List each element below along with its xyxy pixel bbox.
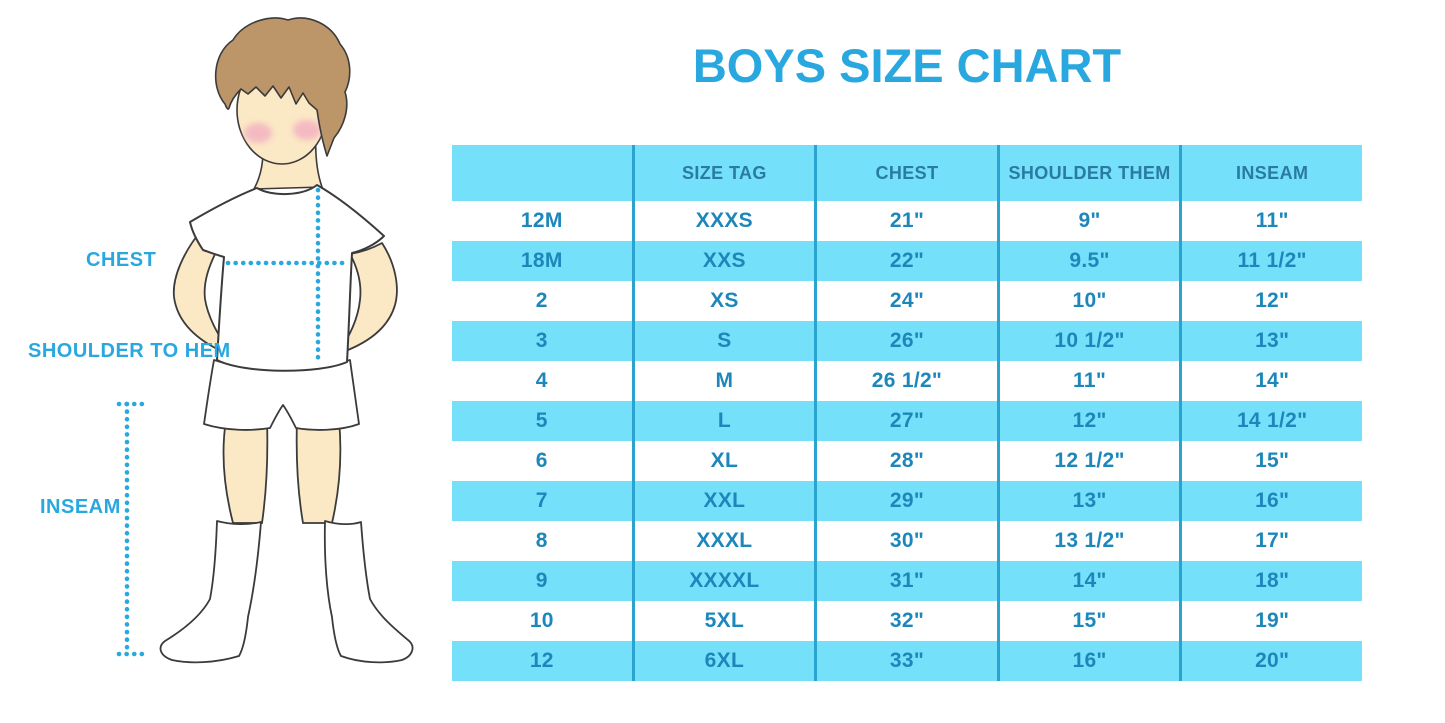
cell-size: 2 — [535, 289, 548, 312]
cell-chest: 31" — [814, 561, 997, 601]
cell-chest: 33" — [814, 641, 997, 681]
boy-hair — [214, 17, 351, 157]
boy-right-sock — [323, 520, 414, 664]
cell-size: 18M — [520, 249, 563, 272]
cell-shoulder-hem: 9" — [996, 201, 1180, 241]
cell-inseam: 17" — [1179, 521, 1362, 561]
column-header-chest: CHEST — [814, 145, 997, 201]
column-header-shoulder-hem: SHOULDER THEM — [996, 145, 1180, 201]
cell-size-tag: XXXL — [631, 521, 815, 561]
cell-chest: 29" — [814, 481, 997, 521]
table-row: 2 XS 24" 10" 12" — [452, 281, 1362, 321]
cell-shoulder-hem: 9.5" — [996, 241, 1180, 281]
cell-shoulder-hem: 15" — [996, 601, 1180, 641]
size-table: SIZE TAG CHEST SHOULDER THEM INSEAM 12M … — [452, 145, 1362, 681]
table-row: 9 XXXXL 31" 14" 18" — [452, 561, 1362, 601]
cell-inseam: 18" — [1179, 561, 1362, 601]
cell-size: 12M — [520, 209, 563, 232]
cell-inseam: 13" — [1179, 321, 1362, 361]
cell-size: 12 — [529, 649, 554, 672]
table-row: 12 6XL 33" 16" 20" — [452, 641, 1362, 681]
table-row: 4 M 26 1/2" 11" 14" — [452, 361, 1362, 401]
inseam-label: INSEAM — [40, 496, 121, 518]
cell-size-tag: S — [631, 321, 815, 361]
cell-size-tag: XS — [631, 281, 815, 321]
cell-size: 6 — [535, 449, 548, 472]
boy-figure-illustration — [116, 17, 414, 664]
cell-chest: 26 1/2" — [814, 361, 997, 401]
table-row: 6 XL 28" 12 1/2" 15" — [452, 441, 1362, 481]
column-header-inseam: INSEAM — [1179, 145, 1362, 201]
table-row: 5 L 27" 12" 14 1/2" — [452, 401, 1362, 441]
cell-chest: 26" — [814, 321, 997, 361]
cell-shoulder-hem: 10" — [996, 281, 1180, 321]
table-row: 7 XXL 29" 13" 16" — [452, 481, 1362, 521]
cell-inseam: 19" — [1179, 601, 1362, 641]
cell-size: 4 — [535, 369, 548, 392]
cell-size: 3 — [535, 329, 548, 352]
cell-shoulder-hem: 13 1/2" — [996, 521, 1180, 561]
cell-shoulder-hem: 16" — [996, 641, 1180, 681]
cell-size-tag: 5XL — [631, 601, 815, 641]
boy-right-leg — [295, 419, 342, 524]
cell-chest: 27" — [814, 401, 997, 441]
cell-size-tag: XXXS — [631, 201, 815, 241]
shoulder-to-hem-label: SHOULDER TO HEM — [28, 340, 231, 362]
cell-chest: 22" — [814, 241, 997, 281]
cell-inseam: 12" — [1179, 281, 1362, 321]
cell-chest: 28" — [814, 441, 997, 481]
table-row: 3 S 26" 10 1/2" 13" — [452, 321, 1362, 361]
boy-shirt — [189, 184, 385, 372]
cell-inseam: 14 1/2" — [1179, 401, 1362, 441]
cell-chest: 30" — [814, 521, 997, 561]
cell-size: 5 — [535, 409, 548, 432]
cell-shoulder-hem: 14" — [996, 561, 1180, 601]
boy-left-leg — [222, 419, 269, 524]
cell-shoulder-hem: 11" — [996, 361, 1180, 401]
cell-shoulder-hem: 12" — [996, 401, 1180, 441]
cell-inseam: 14" — [1179, 361, 1362, 401]
cell-chest: 21" — [814, 201, 997, 241]
boy-shorts — [203, 359, 360, 431]
boy-blush-right — [293, 120, 321, 140]
column-header-size — [452, 145, 632, 201]
cell-size-tag: XL — [631, 441, 815, 481]
cell-chest: 24" — [814, 281, 997, 321]
cell-size-tag: 6XL — [631, 641, 815, 681]
cell-size-tag: XXS — [631, 241, 815, 281]
cell-inseam: 15" — [1179, 441, 1362, 481]
cell-size: 10 — [529, 609, 554, 632]
column-header-size-tag: SIZE TAG — [631, 145, 815, 201]
cell-size-tag: L — [631, 401, 815, 441]
cell-shoulder-hem: 12 1/2" — [996, 441, 1180, 481]
page-title: BOYS SIZE CHART — [692, 39, 1122, 92]
cell-inseam: 11 1/2" — [1179, 241, 1362, 281]
cell-inseam: 16" — [1179, 481, 1362, 521]
cell-size: 7 — [535, 489, 548, 512]
cell-inseam: 11" — [1179, 201, 1362, 241]
cell-inseam: 20" — [1179, 641, 1362, 681]
cell-shoulder-hem: 13" — [996, 481, 1180, 521]
cell-shoulder-hem: 10 1/2" — [996, 321, 1180, 361]
table-row: 12M XXXS 21" 9" 11" — [452, 201, 1362, 241]
cell-size: 8 — [535, 529, 548, 552]
boy-blush-left — [244, 123, 272, 143]
cell-chest: 32" — [814, 601, 997, 641]
table-row: 8 XXXL 30" 13 1/2" 17" — [452, 521, 1362, 561]
cell-size-tag: XXXXL — [631, 561, 815, 601]
table-row: 18M XXS 22" 9.5" 11 1/2" — [452, 241, 1362, 281]
boy-left-sock — [159, 520, 262, 664]
cell-size-tag: M — [631, 361, 815, 401]
table-header-row: SIZE TAG CHEST SHOULDER THEM INSEAM — [452, 145, 1362, 201]
cell-size-tag: XXL — [631, 481, 815, 521]
cell-size: 9 — [535, 569, 548, 592]
chest-label: CHEST — [86, 249, 157, 271]
table-row: 10 5XL 32" 15" 19" — [452, 601, 1362, 641]
